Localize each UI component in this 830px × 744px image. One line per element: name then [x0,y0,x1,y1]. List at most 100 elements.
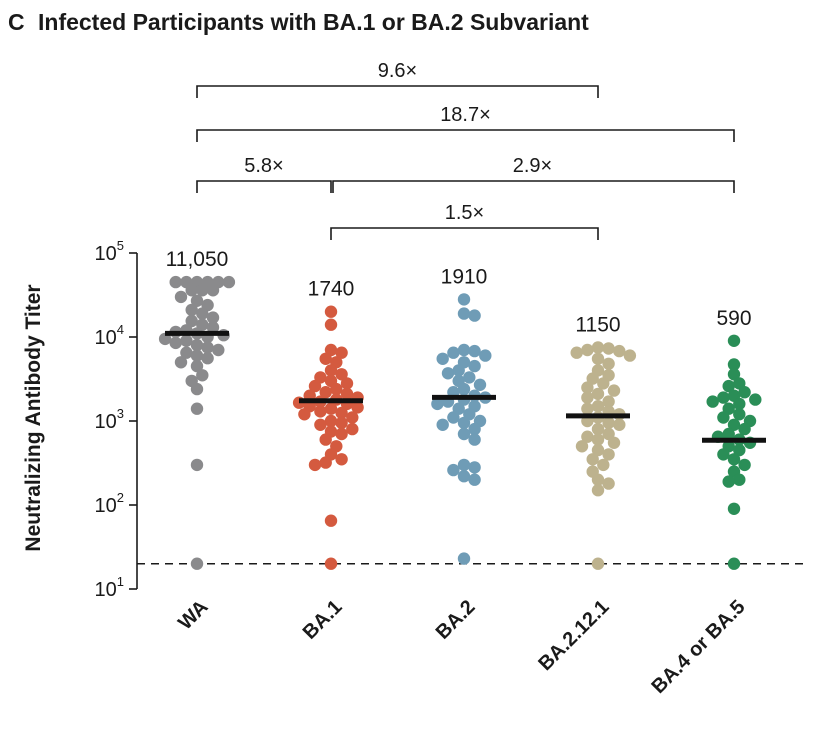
data-point [591,387,605,401]
data-point [581,381,594,394]
data-point [319,433,332,446]
series-ba-1: 1740 [292,278,364,570]
data-point [581,402,594,415]
data-point [613,344,626,358]
data-point [597,377,610,390]
data-point [190,402,204,415]
bracket-line [196,180,332,193]
data-point [722,475,735,488]
panel-title: Infected Participants with BA.1 or BA.2 … [38,9,589,35]
data-point [335,416,348,430]
data-point [602,416,615,430]
data-point [314,405,327,418]
fold-change-label: 2.9× [513,155,552,177]
data-point [717,411,730,424]
comparison-bracket: 9.6× [196,60,599,98]
median-label: 590 [716,307,751,330]
data-point [351,401,364,414]
y-axis-title: Neutralizing Antibody Titer [22,284,45,551]
data-point [468,422,481,436]
y-tick-label: 102 [95,490,124,517]
data-point [441,367,455,380]
bracket-line [196,85,599,98]
data-point [447,463,460,477]
data-point [591,422,605,436]
data-point [335,453,348,466]
data-point [324,414,338,428]
series-wa: 11,050 [158,248,236,570]
data-point [727,557,741,570]
data-point [335,406,348,420]
data-point [340,377,354,390]
data-point [201,341,214,354]
data-point [185,284,198,297]
data-point [717,391,730,404]
data-point [457,416,471,430]
y-tick-label: 104 [95,322,124,349]
bracket-line [330,227,599,240]
x-tick-label: BA.1 [299,596,347,644]
fold-change-label: 18.7× [440,104,491,126]
y-tick-label: 101 [95,574,124,601]
data-point [335,346,348,359]
fold-change-label: 1.5× [445,202,484,224]
data-point [190,349,204,362]
data-point [457,427,471,441]
data-point [479,349,492,362]
data-point [206,284,220,297]
data-point [319,352,332,365]
data-point [335,427,348,441]
fold-change-label: 5.8× [244,155,283,177]
data-point [727,368,741,381]
data-point [185,314,198,328]
data-point [457,552,471,565]
median-label: 1740 [308,278,355,301]
x-tick-label: WA [174,596,212,634]
data-point [717,448,730,461]
data-point [447,346,460,359]
data-point [473,378,487,391]
data-point [314,418,327,431]
data-point [591,341,605,354]
data-point [591,484,605,497]
panel-letter: C [8,9,25,35]
data-point [340,387,354,401]
comparison-bracket: 5.8× [196,155,332,193]
data-point [457,307,471,320]
data-point [623,349,637,362]
x-tick-label: BA.2 [432,596,480,644]
data-point [222,275,236,289]
plot-area: 11,050 1740 1910 1150 590 [137,248,808,570]
fold-change-label: 9.6× [378,60,417,82]
data-point [727,418,741,431]
data-point [722,379,735,393]
data-point [602,342,615,355]
y-tick-base: 10 [95,579,117,601]
data-point [607,436,621,449]
data-point [575,440,589,453]
data-point [298,408,311,421]
data-point [201,352,214,365]
y-tick-base: 10 [95,411,117,433]
data-point [727,358,741,371]
data-point [597,458,610,472]
data-point [727,334,741,347]
data-point [733,443,746,457]
data-point [738,458,751,472]
data-point [457,293,471,306]
y-tick-exponent: 1 [117,574,124,589]
data-point [308,458,322,472]
data-point [591,557,605,570]
data-point [206,321,220,334]
x-axis-labels: WA BA.1 BA.2 BA.2.12.1 BA.4 or BA.5 [174,596,749,698]
data-point [727,502,741,515]
data-point [468,433,481,446]
data-point [727,453,741,466]
data-point [581,391,594,404]
data-point [324,557,338,570]
y-tick-base: 10 [95,243,117,265]
data-point [190,294,204,307]
data-point [733,473,746,486]
